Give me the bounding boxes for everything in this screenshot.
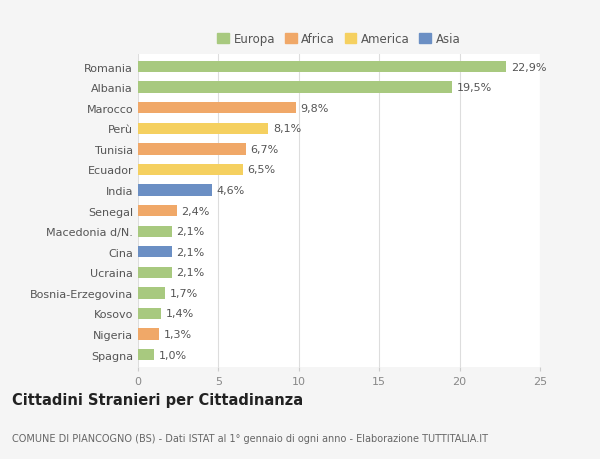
Bar (138, 103, 296, 114)
Text: 1,7%: 1,7% (170, 288, 199, 298)
Text: 19,5%: 19,5% (457, 83, 491, 93)
Text: 8,1%: 8,1% (273, 124, 301, 134)
Text: 2,4%: 2,4% (181, 206, 210, 216)
Text: 2,1%: 2,1% (176, 247, 205, 257)
Bar (138, 82, 452, 94)
Text: 22,9%: 22,9% (511, 62, 547, 73)
Text: Cittadini Stranieri per Cittadinanza: Cittadini Stranieri per Cittadinanza (12, 392, 303, 407)
Bar (138, 267, 172, 279)
Bar (138, 206, 176, 217)
Text: 6,7%: 6,7% (251, 145, 279, 155)
Bar (138, 164, 242, 176)
Bar (138, 226, 172, 237)
Bar (138, 329, 159, 340)
Text: COMUNE DI PIANCOGNO (BS) - Dati ISTAT al 1° gennaio di ogni anno - Elaborazione : COMUNE DI PIANCOGNO (BS) - Dati ISTAT al… (12, 433, 488, 442)
Text: 1,4%: 1,4% (166, 309, 194, 319)
Text: 2,1%: 2,1% (176, 227, 205, 237)
Bar (138, 308, 161, 319)
Text: 1,0%: 1,0% (159, 350, 187, 360)
Bar (138, 349, 154, 360)
Text: 6,5%: 6,5% (247, 165, 275, 175)
Text: 1,3%: 1,3% (164, 330, 192, 339)
Legend: Europa, Africa, America, Asia: Europa, Africa, America, Asia (214, 30, 464, 50)
Bar (138, 288, 166, 299)
Text: 9,8%: 9,8% (301, 103, 329, 113)
Bar (138, 246, 172, 258)
Bar (138, 144, 246, 155)
Text: 2,1%: 2,1% (176, 268, 205, 278)
Bar (138, 185, 212, 196)
Text: 4,6%: 4,6% (217, 185, 245, 196)
Bar (138, 123, 268, 134)
Bar (138, 62, 506, 73)
